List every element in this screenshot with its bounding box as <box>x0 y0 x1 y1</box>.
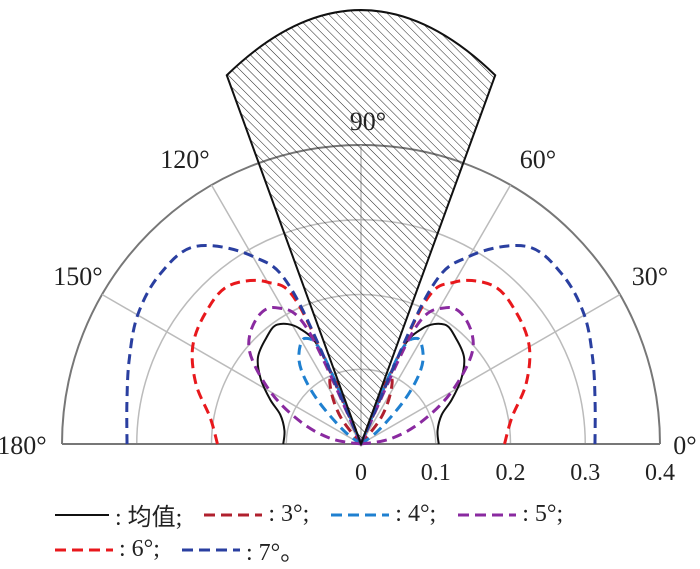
angle-tick-label: 60° <box>520 145 556 174</box>
legend-item-6deg: : 6°; <box>55 536 160 563</box>
legend-item-5deg: : 5°; <box>458 501 563 528</box>
series-line-right <box>359 374 394 445</box>
legend-item-4deg: : 4°; <box>331 501 436 528</box>
radial-tick-label: 0.4 <box>645 460 675 486</box>
series-line-left <box>125 244 363 445</box>
angle-tick-label: 150° <box>53 262 102 291</box>
radial-tick-label: 0 <box>355 460 367 486</box>
series-line-right <box>359 244 597 445</box>
legend-row-1: : 均值; : 3°; : 4°; : 5°; <box>55 497 585 532</box>
legend-item-3deg: : 3°; <box>204 501 309 528</box>
shaded-sector <box>225 9 497 447</box>
angle-tick-label: 180° <box>0 431 47 460</box>
radial-tick-label: 0.2 <box>496 460 526 486</box>
angle-tick-label: 30° <box>632 262 668 291</box>
legend-label: : 5°; <box>522 501 564 527</box>
legend-label: : 7°。 <box>245 540 305 566</box>
radial-tick-label: 0.1 <box>421 460 451 486</box>
legend-label: : 4°; <box>395 501 437 527</box>
grid-radial-line <box>360 184 512 445</box>
legend-item-7deg: : 7°。 <box>181 532 305 567</box>
label-bg <box>342 106 394 136</box>
plot-area: 0 0.1 0.2 0.3 0.40° 30° 60° 90° 120° 150° 180° <box>0 9 697 486</box>
series-line-left <box>328 374 363 445</box>
grid-radial-line <box>101 293 362 445</box>
legend-label: : 3°; <box>268 501 310 527</box>
series-line-left <box>297 336 363 446</box>
grid-radial-line <box>210 184 362 445</box>
legend-label: : 6°; <box>119 536 160 562</box>
legend-item-mean: : 均值; <box>55 497 182 532</box>
angle-tick-label: 0° <box>673 431 696 460</box>
radial-tick-label: 0.3 <box>570 460 600 486</box>
grid-radial-line <box>360 293 621 445</box>
angle-tick-label: 120° <box>160 145 209 174</box>
legend-label: : 均值; <box>115 505 183 531</box>
series-line-right <box>359 336 425 446</box>
legend-row-2: : 6°; : 7°。 <box>55 532 326 567</box>
angle-tick-label: 90° <box>350 107 386 136</box>
